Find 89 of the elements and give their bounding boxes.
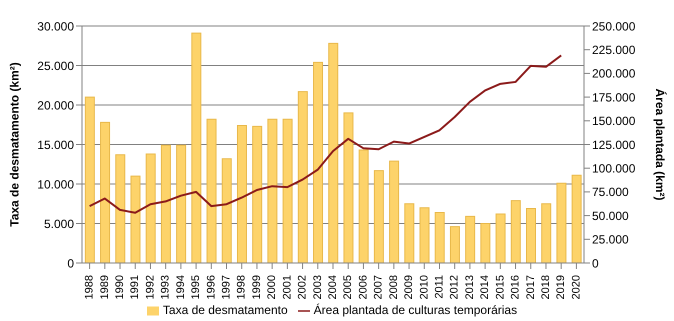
x-tick-label: 1995 — [190, 275, 202, 300]
y2-tick-label: 250.000 — [592, 19, 636, 34]
bar — [267, 118, 278, 263]
bar — [100, 122, 110, 263]
y-tick-label: 0 — [67, 256, 74, 270]
x-tick-label: 2003 — [312, 275, 324, 300]
x-tick-label: 1994 — [174, 275, 187, 300]
bar — [526, 208, 536, 263]
x-tick-label: 2013 — [464, 275, 476, 300]
x-tick-label: 2015 — [494, 275, 506, 300]
x-tick-label: 2012 — [448, 275, 461, 300]
bar — [556, 182, 566, 263]
x-tick-label: 2016 — [510, 275, 522, 300]
x-tick-label: 2019 — [555, 275, 568, 300]
bar — [298, 91, 308, 263]
x-tick-label: 1988 — [84, 275, 96, 300]
bar — [206, 118, 217, 263]
y2-axis-title: Área plantada (km²) — [652, 88, 667, 201]
x-tick-label: 2018 — [540, 275, 552, 300]
x-tick-label: 1999 — [250, 275, 263, 300]
x-tick-label: 2001 — [281, 275, 294, 300]
bar — [222, 158, 232, 263]
bar — [496, 214, 506, 263]
y2-tick-label: 200.000 — [592, 66, 636, 81]
bar — [465, 216, 476, 263]
bar — [572, 174, 582, 263]
y2-tick-label: 225.000 — [592, 42, 636, 57]
y2-tick-label: 50.000 — [592, 208, 630, 223]
y2-tick-label: 175.000 — [592, 90, 636, 104]
y-tick-label: 10.000 — [37, 177, 74, 192]
x-tick-label: 1993 — [160, 275, 172, 300]
x-tick-label: 2007 — [372, 275, 385, 300]
bar — [115, 154, 126, 263]
x-tick-label: 2017 — [524, 275, 537, 300]
x-tick-label: 2005 — [342, 275, 354, 300]
y-tick-label: 25.000 — [37, 58, 74, 73]
y-axis-title: Taxa de desmatamento (km²) — [7, 62, 22, 227]
y-tick-label: 20.000 — [37, 98, 74, 112]
y2-tick-label: 25.000 — [592, 232, 630, 247]
bar — [374, 170, 384, 263]
bar — [450, 226, 460, 263]
y2-tick-label: 150.000 — [592, 114, 636, 128]
bar — [191, 32, 202, 263]
bar — [252, 126, 262, 263]
bar — [404, 203, 414, 263]
y2-tick-label: 75.000 — [592, 185, 630, 200]
x-tick-label: 2002 — [296, 275, 309, 300]
bar — [236, 125, 247, 263]
legend-label: Taxa de desmatamento — [162, 303, 288, 317]
bar — [389, 160, 400, 263]
legend-label: Área plantada de culturas temporárias — [314, 303, 518, 317]
x-tick-label: 2004 — [327, 275, 339, 300]
x-tick-label: 1990 — [114, 275, 126, 300]
bar — [160, 144, 171, 263]
x-tick-label: 1996 — [205, 275, 218, 300]
bar — [480, 223, 490, 263]
x-tick-label: 2006 — [357, 275, 370, 300]
y2-tick-label: 0 — [592, 256, 599, 270]
bar — [146, 153, 156, 263]
x-tick-label: 1997 — [220, 275, 233, 300]
bar — [358, 150, 369, 263]
y2-tick-label: 125.000 — [592, 138, 636, 152]
bar — [130, 176, 140, 263]
y2-tick-label: 100.000 — [592, 161, 636, 176]
bar — [84, 96, 95, 263]
bar — [328, 42, 338, 263]
x-tick-label: 2011 — [433, 275, 446, 299]
x-tick-label: 2010 — [418, 275, 430, 300]
bar — [176, 144, 186, 263]
bar — [420, 207, 430, 263]
x-tick-label: 1998 — [236, 275, 248, 300]
y-tick-label: 15.000 — [37, 138, 74, 152]
x-tick-label: 2008 — [388, 275, 400, 300]
bar — [434, 212, 445, 263]
x-tick-label: 2014 — [479, 275, 492, 300]
y-tick-label: 30.000 — [37, 19, 74, 34]
x-tick-label: 2009 — [403, 275, 416, 300]
bar — [282, 118, 293, 263]
bar — [343, 112, 354, 263]
x-tick-label: 1989 — [98, 275, 111, 300]
x-tick-label: 2020 — [570, 275, 582, 300]
x-tick-label: 1991 — [129, 275, 142, 300]
y-tick-label: 5.000 — [44, 216, 74, 231]
x-tick-label: 1992 — [144, 275, 156, 300]
bar — [541, 203, 552, 263]
bar — [510, 200, 521, 263]
line-series — [88, 54, 562, 214]
x-tick-label: 2000 — [266, 275, 278, 300]
bar — [313, 62, 324, 263]
